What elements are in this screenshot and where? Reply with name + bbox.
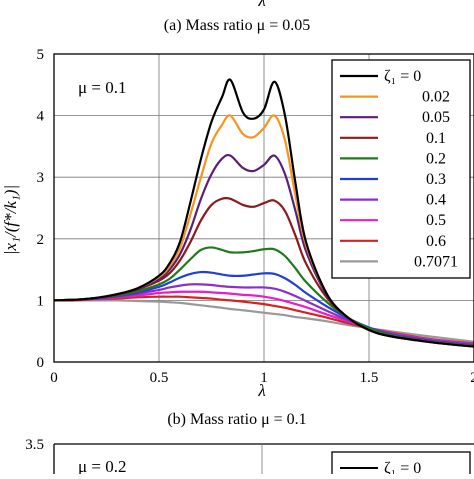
legend-label: 0.2 bbox=[426, 150, 446, 167]
legend-label: 0.4 bbox=[426, 192, 446, 209]
mu-annotation: μ = 0.1 bbox=[78, 78, 126, 97]
x-axis-label: λ bbox=[257, 381, 265, 400]
x-tick-label: 0.5 bbox=[150, 370, 169, 386]
legend-label: 0.05 bbox=[422, 109, 450, 126]
prev-caption: (a) Mass ratio μ = 0.05 bbox=[164, 17, 310, 34]
legend-label: 0.3 bbox=[426, 171, 446, 188]
x-tick-label: 0 bbox=[50, 370, 58, 386]
next-plot-ytick: 3.5 bbox=[25, 437, 44, 453]
legend-label: 0.6 bbox=[426, 233, 446, 250]
y-tick-label: 1 bbox=[37, 293, 45, 309]
y-tick-label: 3 bbox=[37, 170, 45, 186]
legend-label: ζ₁ = 0 bbox=[384, 68, 421, 85]
y-tick-label: 4 bbox=[37, 109, 45, 125]
y-tick-label: 5 bbox=[37, 47, 45, 63]
next-plot-mu: μ = 0.2 bbox=[78, 457, 126, 474]
legend: ζ₁ = 00.02 0.05 0.1 0.2 0.3 0.4 0.5 0.6 0.7071 bbox=[332, 60, 470, 278]
legend-label: 0.7071 bbox=[414, 253, 458, 270]
chart-caption: (b) Mass ratio μ = 0.1 bbox=[167, 411, 306, 428]
x-tick-label: 2 bbox=[470, 370, 474, 386]
prev-x-axis-label: λ bbox=[257, 0, 265, 10]
next-plot-legend-label: ζ₁ = 0 bbox=[384, 460, 421, 474]
x-tick-label: 1.5 bbox=[360, 370, 379, 386]
y-tick-label: 0 bbox=[37, 355, 45, 371]
y-axis-label: |x₁/(f*/k₁)| bbox=[1, 185, 20, 255]
y-tick-label: 2 bbox=[37, 232, 45, 248]
legend-label: 0.5 bbox=[426, 212, 446, 229]
legend-label: 0.1 bbox=[426, 130, 446, 147]
legend-label: 0.02 bbox=[422, 89, 450, 106]
